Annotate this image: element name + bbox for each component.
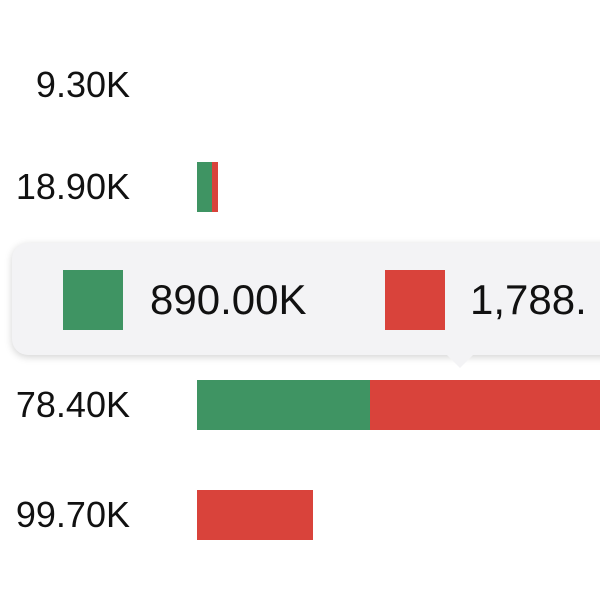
bar-segment <box>197 490 314 540</box>
row-label: 99.70K <box>15 494 130 535</box>
tooltip-arrow <box>446 354 474 368</box>
row-label: 78.40K <box>15 384 130 425</box>
tooltip-value: 1,788. <box>470 276 587 323</box>
tooltip: 890.00K 1,788. <box>12 243 600 355</box>
row-label: 18.90K <box>15 166 130 207</box>
legend-swatch <box>385 270 445 330</box>
bar-segment <box>197 380 370 430</box>
bar-segment <box>197 162 212 212</box>
bar-segment <box>370 380 600 430</box>
bar-segment <box>211 162 218 212</box>
legend-swatch <box>63 270 123 330</box>
row-label: 9.30K <box>35 64 130 105</box>
tooltip-value: 890.00K <box>150 276 307 323</box>
